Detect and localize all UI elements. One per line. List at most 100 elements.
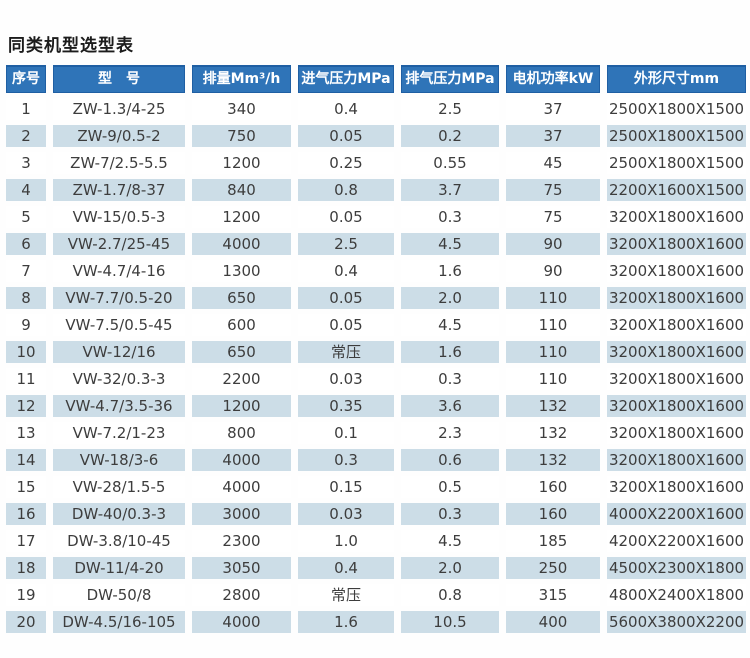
table-cell: 0.55: [401, 152, 499, 174]
table-cell: 1.6: [401, 341, 499, 363]
table-cell: 8: [6, 287, 46, 309]
table-cell: 2500X1800X1500: [607, 125, 746, 147]
table-cell: 250: [506, 557, 600, 579]
table-cell: 3200X1800X1600: [607, 422, 746, 444]
header-cell-4: 排气压力MPa: [401, 65, 499, 93]
table-cell: 132: [506, 449, 600, 471]
table-cell: 185: [506, 530, 600, 552]
table-cell: 2200X1600X1500: [607, 179, 746, 201]
table-cell: 0.4: [298, 557, 394, 579]
table-cell: 1200: [192, 206, 291, 228]
table-cell: 110: [506, 341, 600, 363]
table-cell: DW-4.5/16-105: [53, 611, 185, 633]
table-cell: VW-7.5/0.5-45: [53, 314, 185, 336]
table-cell: 9: [6, 314, 46, 336]
table-cell: 600: [192, 314, 291, 336]
table-cell: VW-18/3-6: [53, 449, 185, 471]
table-cell: 4000: [192, 476, 291, 498]
table-cell: 75: [506, 179, 600, 201]
table-cell: 400: [506, 611, 600, 633]
table-cell: 160: [506, 476, 600, 498]
table-cell: 0.8: [298, 179, 394, 201]
table-cell: 0.15: [298, 476, 394, 498]
table-cell: 1: [6, 98, 46, 120]
table-cell: 4500X2300X1800: [607, 557, 746, 579]
table-cell: 1.0: [298, 530, 394, 552]
table-cell: 90: [506, 260, 600, 282]
table-cell: 3200X1800X1600: [607, 476, 746, 498]
table-cell: 3: [6, 152, 46, 174]
table-cell: 800: [192, 422, 291, 444]
table-cell: 3200X1800X1600: [607, 287, 746, 309]
table-cell: 10.5: [401, 611, 499, 633]
table-cell: ZW-9/0.5-2: [53, 125, 185, 147]
table-cell: 840: [192, 179, 291, 201]
table-cell: 75: [506, 206, 600, 228]
table-cell: 1200: [192, 152, 291, 174]
table-cell: 4.5: [401, 233, 499, 255]
table-cell: 1.6: [298, 611, 394, 633]
table-cell: 340: [192, 98, 291, 120]
table-cell: 3200X1800X1600: [607, 395, 746, 417]
table-cell: 2.5: [298, 233, 394, 255]
table-cell: 750: [192, 125, 291, 147]
table-cell: 3.6: [401, 395, 499, 417]
table-cell: 132: [506, 422, 600, 444]
table-cell: 0.8: [401, 584, 499, 606]
table-cell: 13: [6, 422, 46, 444]
table-cell: VW-4.7/3.5-36: [53, 395, 185, 417]
table-cell: 0.05: [298, 314, 394, 336]
table-cell: 12: [6, 395, 46, 417]
table-cell: 0.6: [401, 449, 499, 471]
table-cell: 4000: [192, 233, 291, 255]
header-cell-1: 型 号: [53, 65, 185, 93]
table-cell: 4.5: [401, 530, 499, 552]
table-cell: 14: [6, 449, 46, 471]
table-cell: VW-12/16: [53, 341, 185, 363]
table-cell: ZW-7/2.5-5.5: [53, 152, 185, 174]
table-cell: 0.5: [401, 476, 499, 498]
table-cell: 1.6: [401, 260, 499, 282]
table-cell: 19: [6, 584, 46, 606]
table-cell: 110: [506, 314, 600, 336]
table-cell: 3200X1800X1600: [607, 260, 746, 282]
table-cell: 110: [506, 368, 600, 390]
table-cell: DW-3.8/10-45: [53, 530, 185, 552]
page-title: 同类机型选型表: [8, 36, 134, 56]
table-cell: 3200X1800X1600: [607, 341, 746, 363]
table-cell: 17: [6, 530, 46, 552]
table-cell: 0.05: [298, 125, 394, 147]
table-cell: 16: [6, 503, 46, 525]
table-cell: 3.7: [401, 179, 499, 201]
table-cell: 3200X1800X1600: [607, 368, 746, 390]
table-cell: 10: [6, 341, 46, 363]
table-cell: 650: [192, 287, 291, 309]
table-cell: 2500X1800X1500: [607, 152, 746, 174]
table-cell: ZW-1.7/8-37: [53, 179, 185, 201]
table-cell: 0.35: [298, 395, 394, 417]
table-cell: 0.05: [298, 206, 394, 228]
table-cell: 1200: [192, 395, 291, 417]
table-cell: 0.3: [401, 503, 499, 525]
table-cell: 常压: [298, 584, 394, 606]
table-cell: 132: [506, 395, 600, 417]
header-cell-5: 电机功率kW: [506, 65, 600, 93]
table-cell: 3000: [192, 503, 291, 525]
table-cell: 0.3: [401, 206, 499, 228]
table-cell: 2200: [192, 368, 291, 390]
header-cell-2: 排量Mm³/h: [192, 65, 291, 93]
header-cell-0: 序号: [6, 65, 46, 93]
table-cell: 90: [506, 233, 600, 255]
table-cell: 5600X3800X2200: [607, 611, 746, 633]
table-cell: 11: [6, 368, 46, 390]
table-cell: 3200X1800X1600: [607, 206, 746, 228]
table-cell: VW-7.2/1-23: [53, 422, 185, 444]
table-cell: 2.0: [401, 557, 499, 579]
table-cell: 5: [6, 206, 46, 228]
table-cell: VW-4.7/4-16: [53, 260, 185, 282]
table-cell: 0.4: [298, 260, 394, 282]
table-cell: 0.4: [298, 98, 394, 120]
table-cell: ZW-1.3/4-25: [53, 98, 185, 120]
table-cell: 0.2: [401, 125, 499, 147]
table-cell: 0.25: [298, 152, 394, 174]
